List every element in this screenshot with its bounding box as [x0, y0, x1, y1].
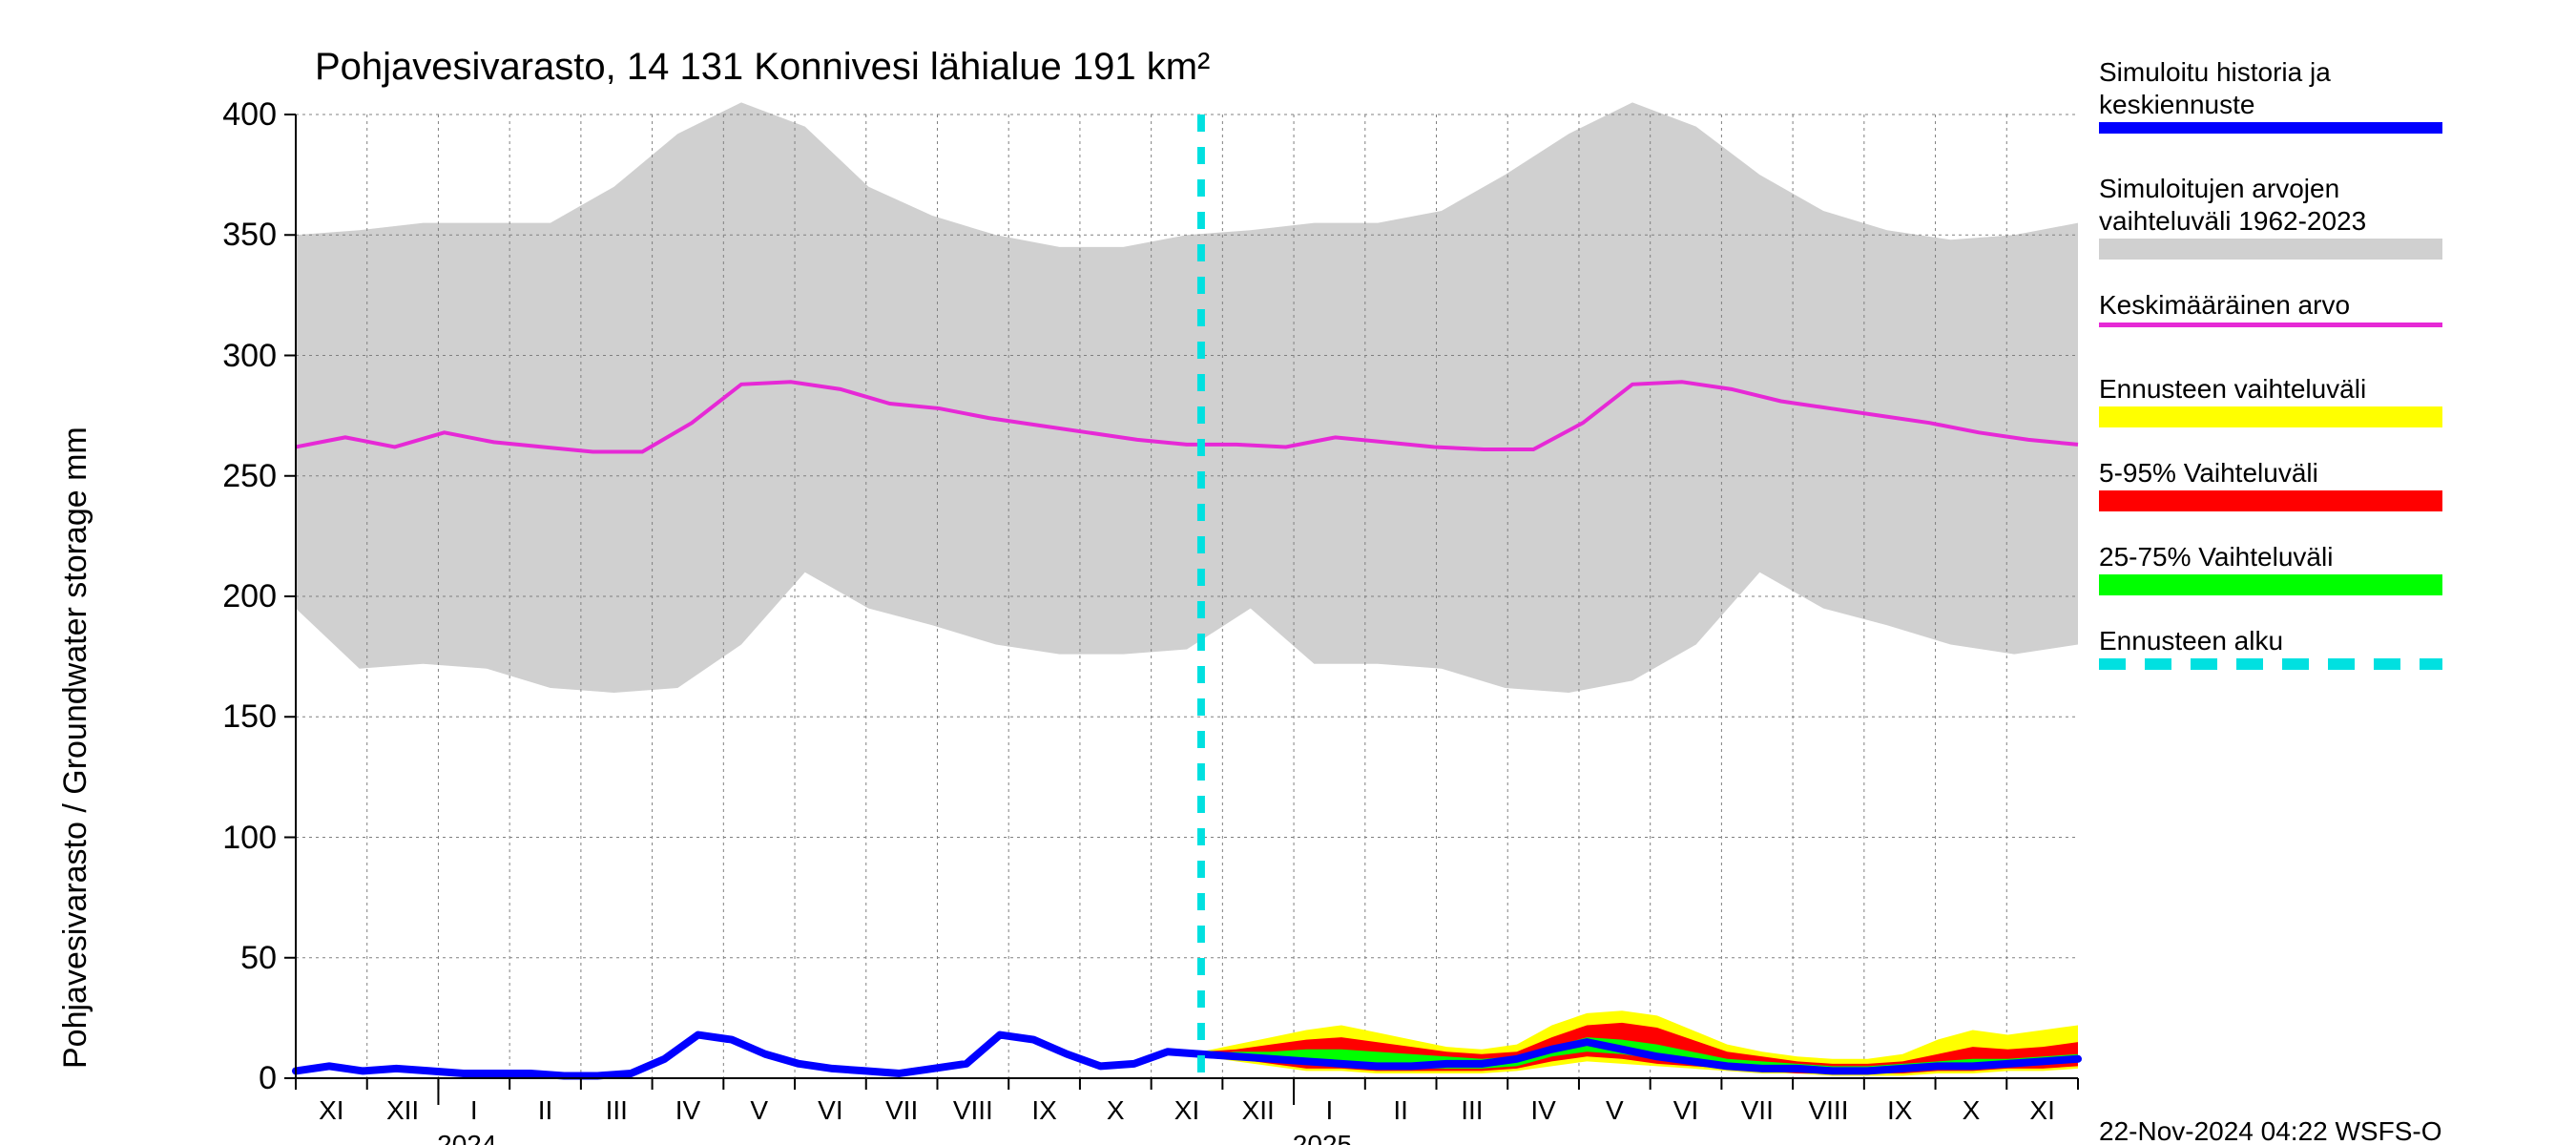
legend-label: Ennusteen alku: [2099, 626, 2283, 656]
x-month-label: IX: [1887, 1095, 1912, 1126]
legend-swatch: [2099, 323, 2442, 327]
x-month-label: III: [1461, 1095, 1483, 1126]
x-month-label: X: [1107, 1095, 1125, 1126]
footer-text: 22-Nov-2024 04:22 WSFS-O: [2099, 1116, 2442, 1145]
legend-label: vaihteluväli 1962-2023: [2099, 206, 2366, 237]
x-month-label: II: [538, 1095, 553, 1126]
x-month-label: XI: [319, 1095, 343, 1126]
x-month-label: IV: [1530, 1095, 1555, 1126]
x-month-label: VII: [885, 1095, 918, 1126]
legend-swatch: [2099, 574, 2442, 595]
x-month-label: I: [470, 1095, 478, 1126]
y-tick-label: 400: [162, 96, 277, 134]
x-month-label: III: [606, 1095, 628, 1126]
y-tick-label: 350: [162, 217, 277, 254]
x-month-label: X: [1963, 1095, 1981, 1126]
legend-swatch: [2099, 406, 2442, 427]
y-tick-label: 300: [162, 338, 277, 375]
legend-label: Simuloitu historia ja: [2099, 57, 2331, 88]
y-tick-label: 250: [162, 458, 277, 495]
x-month-label: VIII: [953, 1095, 993, 1126]
legend-swatch: [2099, 490, 2442, 511]
legend-swatch: [2099, 239, 2442, 260]
legend-label: Keskimääräinen arvo: [2099, 290, 2350, 321]
legend-label: Ennusteen vaihteluväli: [2099, 374, 2366, 405]
y-tick-label: 150: [162, 698, 277, 736]
x-year-label: 2025: [1293, 1130, 1352, 1145]
x-month-label: VII: [1741, 1095, 1774, 1126]
x-month-label: IV: [675, 1095, 700, 1126]
x-month-label: I: [1326, 1095, 1334, 1126]
legend-swatch: [2099, 122, 2442, 134]
legend-label: 5-95% Vaihteluväli: [2099, 458, 2318, 489]
y-tick-label: 100: [162, 820, 277, 857]
x-month-label: VIII: [1808, 1095, 1848, 1126]
x-month-label: V: [750, 1095, 768, 1126]
x-month-label: VI: [1673, 1095, 1698, 1126]
y-axis-title: Pohjavesivarasto / Groundwater storage m…: [57, 427, 94, 1069]
x-month-label: IX: [1031, 1095, 1056, 1126]
y-tick-label: 0: [162, 1060, 277, 1097]
x-year-label: 2024: [437, 1130, 496, 1145]
plot-svg: [0, 0, 2576, 1145]
x-month-label: XII: [386, 1095, 419, 1126]
x-month-label: V: [1606, 1095, 1624, 1126]
x-month-label: II: [1393, 1095, 1408, 1126]
y-tick-label: 50: [162, 940, 277, 977]
legend-swatch: [2099, 658, 2442, 670]
x-month-label: XI: [1174, 1095, 1199, 1126]
legend-label: keskiennuste: [2099, 90, 2254, 120]
legend-label: Simuloitujen arvojen: [2099, 174, 2339, 204]
chart-container: Pohjavesivarasto, 14 131 Konnivesi lähia…: [0, 0, 2576, 1145]
y-tick-label: 200: [162, 578, 277, 615]
x-month-label: VI: [818, 1095, 842, 1126]
legend-label: 25-75% Vaihteluväli: [2099, 542, 2333, 572]
x-month-label: XI: [2029, 1095, 2054, 1126]
chart-title: Pohjavesivarasto, 14 131 Konnivesi lähia…: [315, 46, 1210, 89]
x-month-label: XII: [1242, 1095, 1275, 1126]
